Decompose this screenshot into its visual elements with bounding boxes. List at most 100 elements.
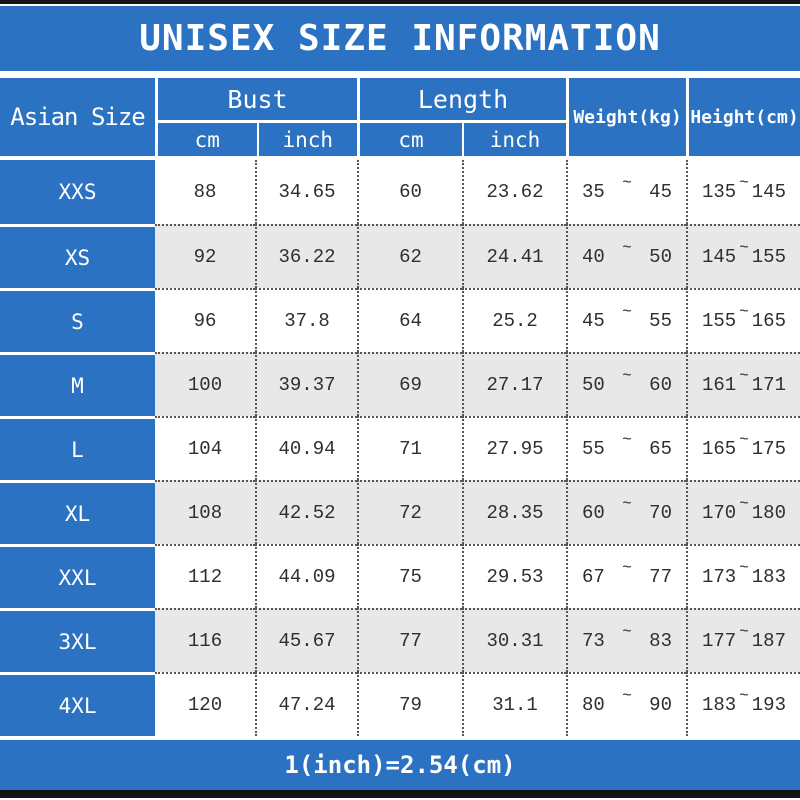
weight-max: 50 <box>649 246 672 268</box>
bust-inch-cell: 45.67 <box>255 608 357 672</box>
length-cm-cell: 77 <box>357 608 462 672</box>
bust-cm-cell: 92 <box>155 224 255 288</box>
bust-inch-cell: 36.22 <box>255 224 357 288</box>
height-min: 177 <box>702 630 737 652</box>
bust-cm-cell: 116 <box>155 608 255 672</box>
header-group-length: Length cm inch <box>357 78 566 156</box>
table-row: XXL 112 44.09 75 29.53 67 ~ 77 173 ~ 183 <box>0 544 800 608</box>
bust-cm-cell: 96 <box>155 288 255 352</box>
weight-range-cell: 73 ~ 83 <box>566 608 686 672</box>
length-cm-cell: 60 <box>357 160 462 224</box>
height-range-cell: 165 ~ 175 <box>686 416 800 480</box>
height-range-cell: 170 ~ 180 <box>686 480 800 544</box>
weight-min: 55 <box>582 438 605 460</box>
bust-cm-cell: 88 <box>193 181 217 203</box>
header-bust-label: Bust <box>227 84 288 114</box>
length-cm-cell: 64 <box>357 288 462 352</box>
height-range-cell: 173 ~ 183 <box>686 544 800 608</box>
height-max: 183 <box>751 566 786 588</box>
height-max: 145 <box>751 181 786 203</box>
weight-max: 77 <box>649 566 672 588</box>
height-range-cell: 155 ~ 165 <box>686 288 800 352</box>
size-label-cell: M <box>0 352 155 416</box>
table-row: L 104 40.94 71 27.95 55 ~ 65 165 ~ 175 <box>0 416 800 480</box>
header-bust-inch: inch <box>282 127 334 152</box>
height-min: 165 <box>702 438 737 460</box>
top-frame-bar <box>0 0 800 6</box>
bust-inch-cell: 39.37 <box>255 352 357 416</box>
size-label-cell: S <box>0 288 155 352</box>
header-height: Height(cm) <box>686 78 800 156</box>
length-inch-cell: 30.31 <box>462 608 566 672</box>
size-label-cell: XL <box>0 480 155 544</box>
header-weight: Weight(kg) <box>566 78 686 156</box>
weight-max: 83 <box>649 630 672 652</box>
conversion-note: 1(inch)=2.54(cm) <box>0 740 800 790</box>
size-label-cell: XXS <box>0 160 155 224</box>
weight-min: 50 <box>582 374 605 396</box>
weight-range-cell: 35 ~ 45 <box>566 160 686 224</box>
table-row: XXS 88 34.65 60 23.62 35 ~ 45 135 ~ 145 <box>0 160 800 224</box>
table-header: Asian Size Bust cm inch Length cm inch W… <box>0 78 800 156</box>
tilde-glyph: ~ <box>739 239 749 257</box>
weight-range-cell: 55 ~ 65 <box>566 416 686 480</box>
bust-inch-cell: 37.8 <box>255 288 357 352</box>
weight-min: 45 <box>582 310 605 332</box>
length-cm-cell: 79 <box>357 672 462 736</box>
height-max: 193 <box>751 694 786 716</box>
header-asian-size: Asian Size <box>0 78 155 156</box>
divider <box>0 71 800 78</box>
tilde-glyph: ~ <box>622 687 632 705</box>
divider <box>0 156 800 160</box>
bust-inch-cell: 40.94 <box>255 416 357 480</box>
tilde-glyph: ~ <box>739 431 749 449</box>
weight-max: 60 <box>649 374 672 396</box>
divider <box>0 736 800 740</box>
table-row: 3XL 116 45.67 77 30.31 73 ~ 83 177 ~ 187 <box>0 608 800 672</box>
bust-inch-cell: 42.52 <box>255 480 357 544</box>
weight-min: 40 <box>582 246 605 268</box>
length-cm-cell: 71 <box>357 416 462 480</box>
weight-max: 65 <box>649 438 672 460</box>
size-label-cell: XS <box>0 224 155 288</box>
height-min: 145 <box>702 246 737 268</box>
tilde-glyph: ~ <box>739 559 749 577</box>
weight-range-cell: 40 ~ 50 <box>566 224 686 288</box>
height-range-cell: 161 ~ 171 <box>686 352 800 416</box>
header-length-units: cm inch <box>360 120 566 156</box>
height-range-cell: 135 ~ 145 <box>686 160 800 224</box>
tilde-glyph: ~ <box>622 495 632 513</box>
tilde-glyph: ~ <box>739 623 749 641</box>
tilde-glyph: ~ <box>739 687 749 705</box>
bust-inch-cell: 47.24 <box>255 672 357 736</box>
bust-cm-cell: 120 <box>155 672 255 736</box>
table-row: XS 92 36.22 62 24.41 40 ~ 50 145 ~ 155 <box>0 224 800 288</box>
weight-max: 70 <box>649 502 672 524</box>
tilde-glyph: ~ <box>622 623 632 641</box>
tilde-glyph: ~ <box>739 303 749 321</box>
tilde-glyph: ~ <box>622 303 632 321</box>
tilde-glyph: ~ <box>622 239 632 257</box>
tilde-glyph: ~ <box>739 174 749 192</box>
height-max: 180 <box>751 502 786 524</box>
height-max: 187 <box>751 630 786 652</box>
table-row: 4XL 120 47.24 79 31.1 80 ~ 90 183 ~ 193 <box>0 672 800 736</box>
table-row: S 96 37.8 64 25.2 45 ~ 55 155 ~ 165 <box>0 288 800 352</box>
height-min: 135 <box>702 181 737 203</box>
length-cm-cell: 75 <box>357 544 462 608</box>
header-bust-units: cm inch <box>158 120 357 156</box>
length-inch-cell: 31.1 <box>462 672 566 736</box>
height-max: 155 <box>751 246 786 268</box>
size-label-cell: L <box>0 416 155 480</box>
size-label-cell: 4XL <box>0 672 155 736</box>
weight-range-cell: 60 ~ 70 <box>566 480 686 544</box>
height-min: 155 <box>702 310 737 332</box>
bust-inch-cell: 34.65 <box>255 160 357 224</box>
bust-cm-cell: 108 <box>155 480 255 544</box>
tilde-glyph: ~ <box>739 367 749 385</box>
height-min: 170 <box>702 502 737 524</box>
size-label-cell: 3XL <box>0 608 155 672</box>
height-min: 173 <box>702 566 737 588</box>
length-inch-cell: 27.95 <box>462 416 566 480</box>
